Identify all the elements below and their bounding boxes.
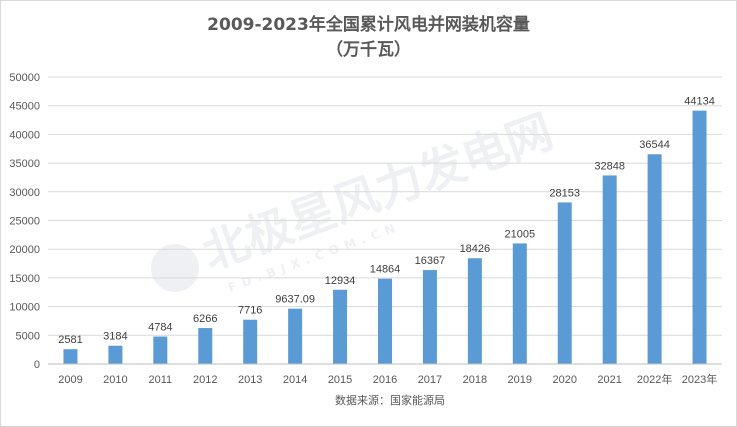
data-labels: 2581 3184 4784 6266 7716 9637.09 12934 14864 163… (58, 96, 715, 347)
y-tick-label: 10000 (9, 302, 40, 314)
x-tick-label: 2011 (149, 374, 173, 386)
y-tick-label: 5000 (16, 330, 40, 342)
x-tick-label: 2010 (103, 374, 127, 386)
data-label: 2581 (58, 334, 82, 346)
data-label: 6266 (193, 313, 217, 325)
y-tick-label: 15000 (9, 273, 40, 285)
x-tick-label: 2015 (328, 374, 352, 386)
bar (288, 308, 303, 364)
x-tick-label: 2013 (238, 374, 262, 386)
watermark-logo-icon (151, 244, 199, 292)
data-label: 36544 (639, 139, 670, 151)
data-label: 3184 (103, 331, 127, 343)
chart-title: 2009-2023年全国累计风电并网装机容量 (207, 15, 530, 35)
bar (467, 258, 482, 364)
y-tick-label: 50000 (9, 72, 40, 84)
bar (243, 319, 258, 364)
x-tick-label: 2020 (552, 374, 576, 386)
bar (602, 175, 617, 364)
x-tick-label: 2012 (193, 374, 217, 386)
x-tick-label: 2021 (597, 374, 621, 386)
data-label: 9637.09 (275, 294, 315, 306)
y-tick-label: 40000 (9, 129, 40, 141)
bar (63, 349, 78, 364)
data-label: 28153 (549, 187, 580, 199)
y-tick-label: 20000 (9, 244, 40, 256)
chart-subtitle-unit: （万千瓦） (326, 40, 411, 60)
x-tick-label: 2014 (283, 374, 307, 386)
data-label: 7716 (238, 305, 262, 317)
data-label: 44134 (684, 96, 715, 108)
bars (63, 110, 707, 364)
bar (647, 154, 662, 364)
bar (692, 110, 707, 364)
bar (108, 345, 123, 364)
y-tick-label: 35000 (9, 158, 40, 170)
bar (378, 278, 392, 364)
x-tick-label: 2017 (418, 374, 442, 386)
x-tick-label: 2023年 (682, 372, 717, 386)
y-tick-label: 25000 (9, 216, 40, 228)
data-source-label: 数据来源：国家能源局 (335, 393, 445, 407)
data-label: 12934 (325, 275, 356, 287)
bar (557, 202, 572, 364)
data-label: 14864 (370, 264, 401, 276)
data-label: 4784 (148, 322, 172, 334)
bar (333, 289, 348, 364)
bar (422, 270, 437, 364)
x-tick-label: 2009 (58, 374, 82, 386)
bar (512, 243, 527, 364)
bar (198, 328, 213, 364)
data-label: 21005 (505, 228, 536, 240)
x-tick-label: 2018 (463, 374, 487, 386)
x-tick-label: 2019 (508, 374, 532, 386)
data-label: 32848 (594, 160, 625, 172)
y-tick-label: 45000 (9, 101, 40, 113)
x-axis-ticks: 2009 2010 2011 2012 2013 2014 2015 2016 2017 2018… (58, 372, 717, 386)
x-tick-label: 2016 (373, 374, 397, 386)
y-tick-label: 30000 (9, 187, 40, 199)
watermark: 北极星风力发电网 FD.BJX.COM.CN (151, 104, 560, 295)
y-tick-label: 0 (34, 359, 40, 371)
data-label: 18426 (460, 243, 491, 255)
y-axis-ticks: 0 5000 10000 15000 20000 25000 30000 35000 40000… (9, 72, 40, 371)
data-label: 16367 (415, 255, 446, 267)
x-tick-label: 2022年 (637, 372, 672, 386)
bar (153, 336, 168, 364)
